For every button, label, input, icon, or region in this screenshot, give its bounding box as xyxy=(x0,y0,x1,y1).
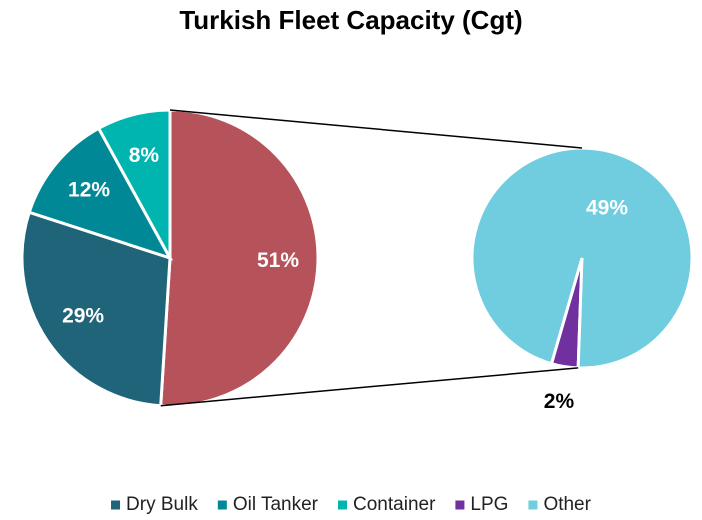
data-label: 8% xyxy=(129,144,160,167)
data-label: 51% xyxy=(257,249,299,272)
chart-title: Turkish Fleet Capacity (Cgt) xyxy=(179,5,522,35)
data-label: 12% xyxy=(68,179,110,202)
legend-swatch xyxy=(217,500,227,510)
pie-slice xyxy=(27,126,174,261)
pie-slice xyxy=(470,146,694,370)
legend-swatch xyxy=(455,500,465,510)
legend-label: Dry Bulk xyxy=(126,494,198,515)
pie-slice xyxy=(96,108,172,259)
legend-label: Other xyxy=(543,494,591,515)
pie-slice xyxy=(159,108,320,408)
legend-label: Oil Tanker xyxy=(233,494,319,515)
legend-label: Container xyxy=(353,494,436,515)
data-label: 49% xyxy=(586,197,628,220)
data-label: 2% xyxy=(544,390,575,413)
pie-slice xyxy=(20,210,172,408)
legend-swatch xyxy=(338,500,348,510)
legend-swatch xyxy=(528,500,538,510)
data-label: 29% xyxy=(62,305,104,328)
connector-line xyxy=(160,367,579,407)
legend-label: LPG xyxy=(470,494,508,515)
connector-line xyxy=(169,109,583,149)
legend: Dry Bulk Oil Tanker Container LPG Other xyxy=(111,494,592,515)
legend-swatch xyxy=(111,500,121,510)
